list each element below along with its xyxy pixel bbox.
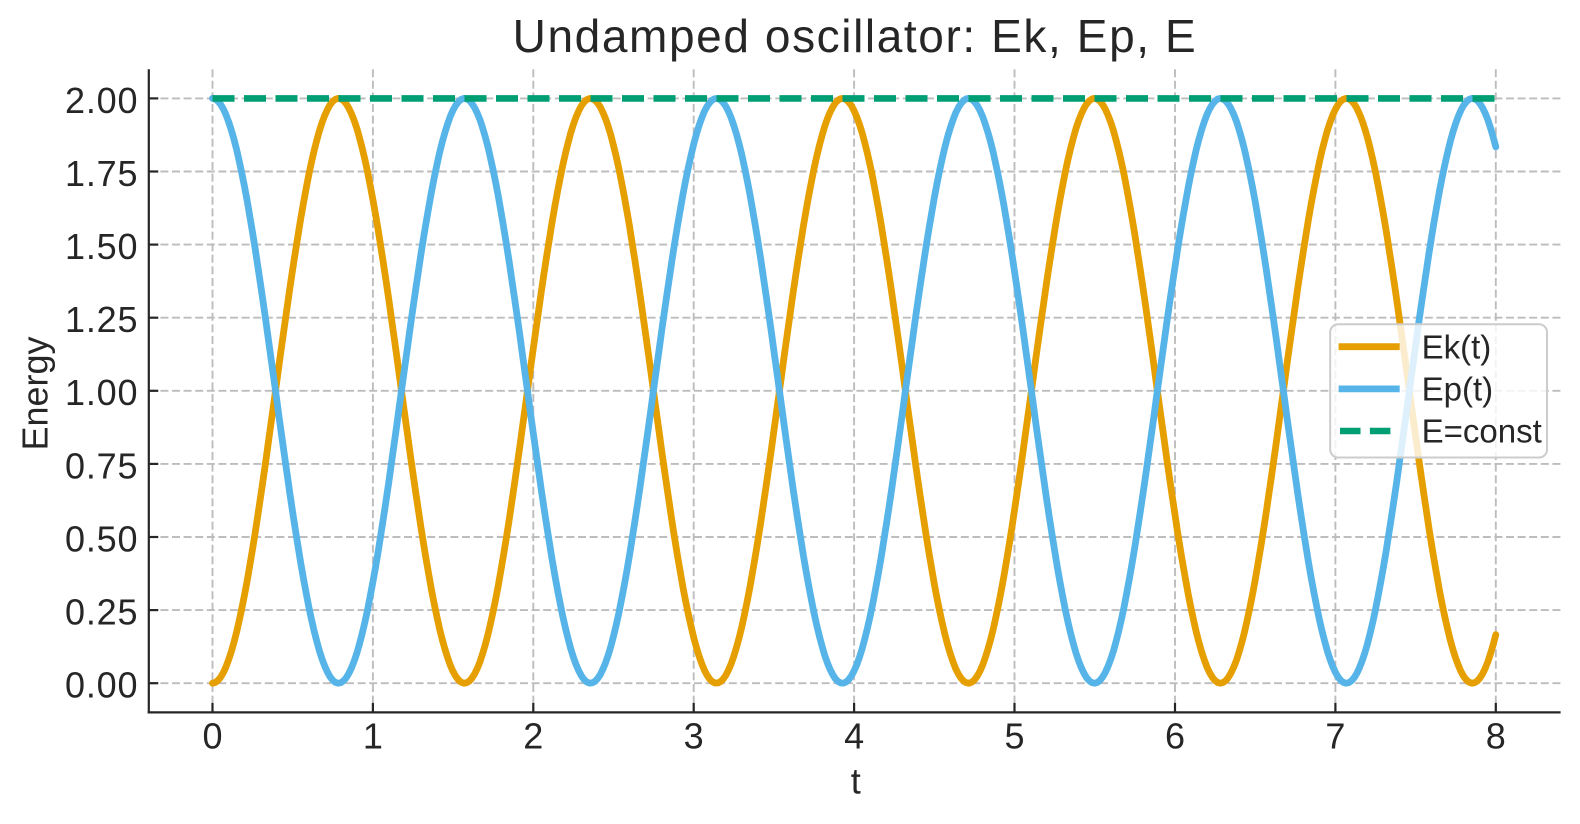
svg-text:t: t: [851, 761, 861, 802]
svg-text:Ek(t): Ek(t): [1422, 328, 1492, 365]
svg-text:0.00: 0.00: [65, 665, 138, 706]
svg-text:5: 5: [1004, 716, 1024, 757]
svg-text:1.75: 1.75: [65, 153, 138, 194]
svg-text:Energy: Energy: [15, 336, 56, 450]
svg-text:7: 7: [1325, 716, 1345, 757]
svg-text:1: 1: [363, 716, 383, 757]
svg-text:0.25: 0.25: [65, 592, 138, 633]
svg-text:0.75: 0.75: [65, 445, 138, 486]
svg-text:Ep(t): Ep(t): [1422, 371, 1494, 408]
svg-text:1.25: 1.25: [65, 299, 138, 340]
svg-text:6: 6: [1165, 716, 1185, 757]
svg-text:8: 8: [1486, 716, 1506, 757]
svg-text:0: 0: [202, 716, 222, 757]
svg-text:3: 3: [684, 716, 704, 757]
svg-text:4: 4: [844, 716, 864, 757]
svg-text:2.00: 2.00: [65, 80, 138, 121]
svg-text:0.50: 0.50: [65, 518, 138, 559]
svg-text:1.00: 1.00: [65, 372, 138, 413]
svg-text:1.50: 1.50: [65, 226, 138, 267]
svg-text:2: 2: [523, 716, 543, 757]
svg-text:Undamped oscillator: Ek, Ep, E: Undamped oscillator: Ek, Ep, E: [513, 10, 1198, 62]
svg-text:E=const: E=const: [1422, 413, 1542, 450]
